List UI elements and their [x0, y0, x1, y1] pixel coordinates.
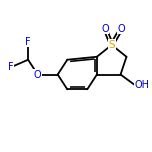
Text: OH: OH — [135, 80, 150, 90]
Text: O: O — [34, 69, 41, 79]
Text: F: F — [25, 37, 31, 47]
Text: O: O — [117, 24, 125, 34]
Text: S: S — [108, 40, 115, 50]
Text: F: F — [8, 62, 14, 72]
Text: O: O — [101, 24, 109, 34]
